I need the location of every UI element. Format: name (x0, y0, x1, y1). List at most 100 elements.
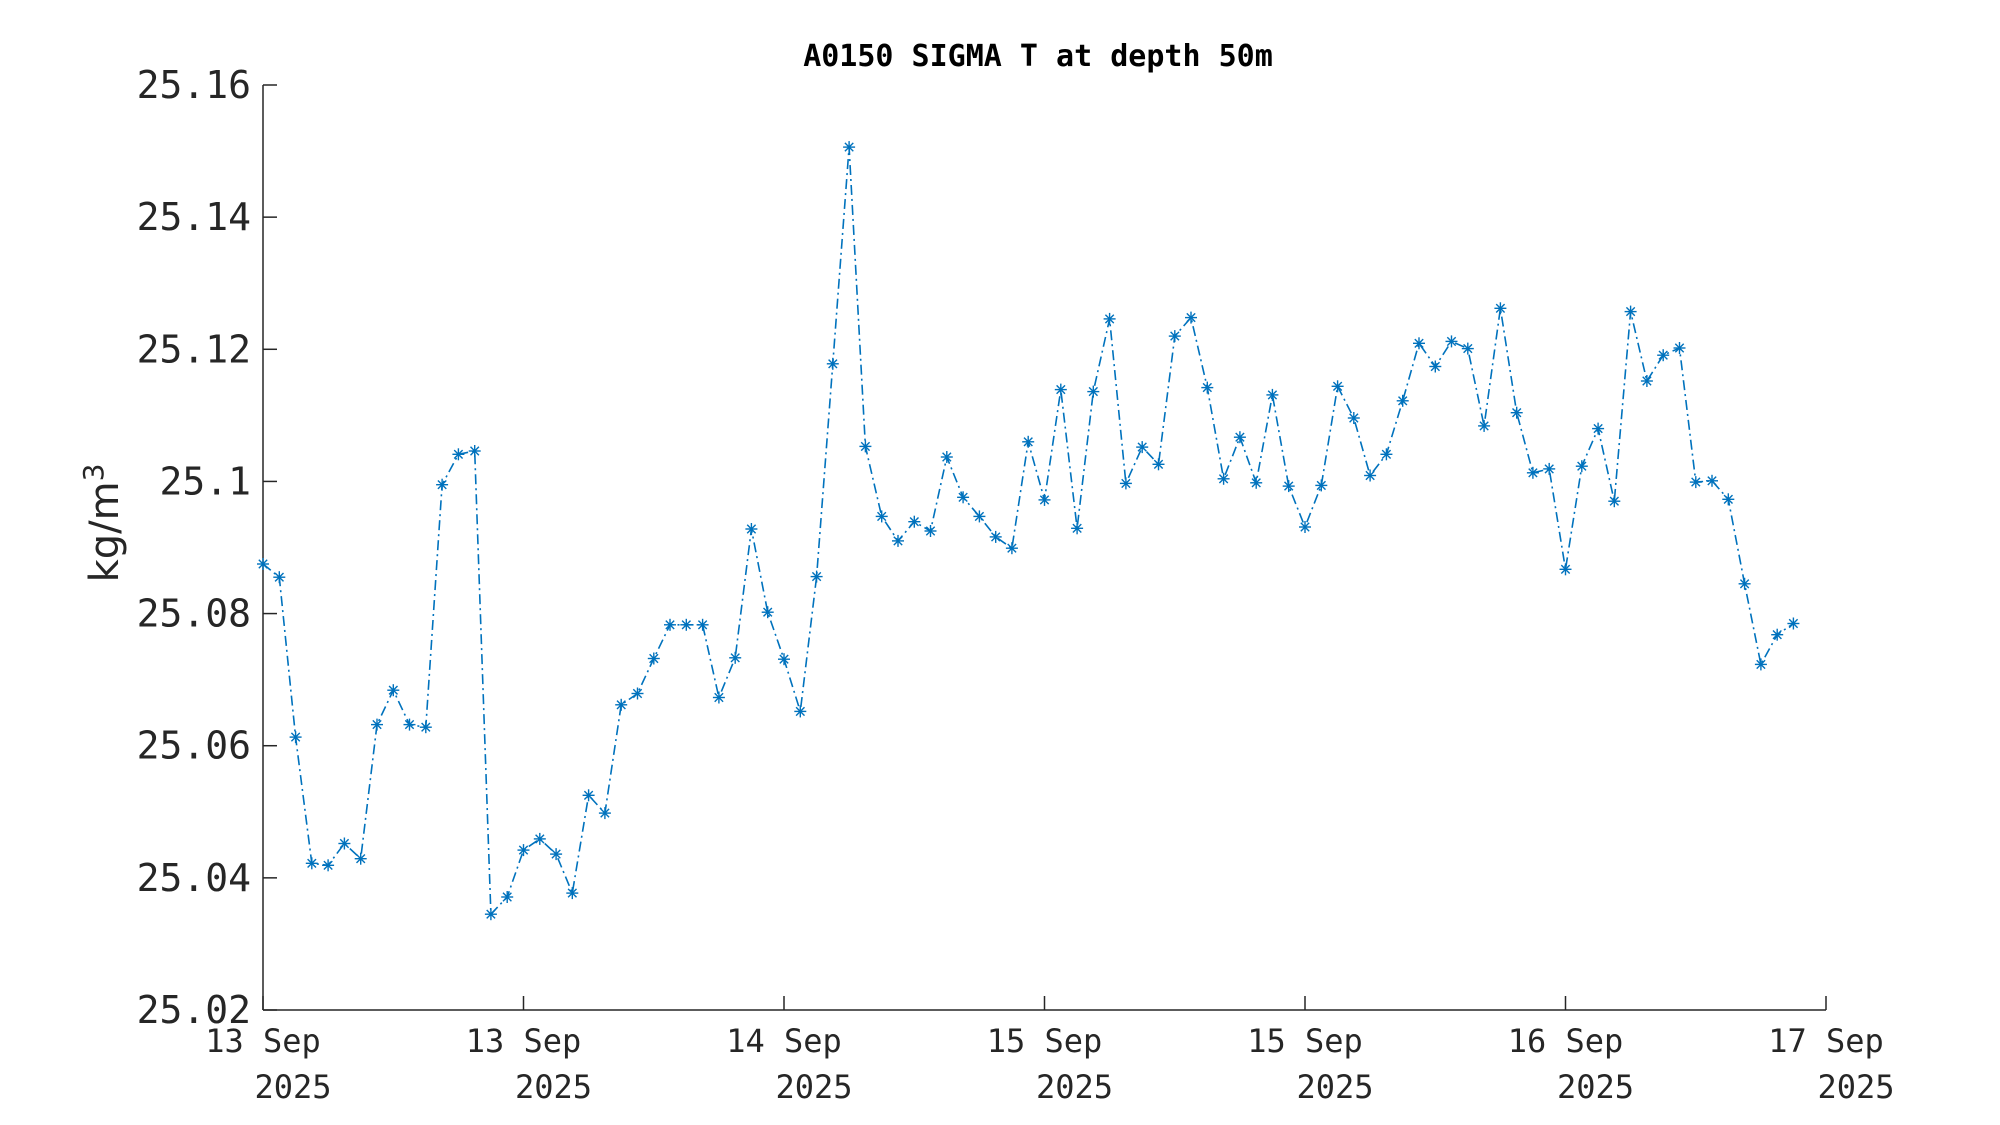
data-point (1722, 493, 1735, 506)
data-point (1673, 342, 1686, 354)
data-point (257, 558, 269, 570)
data-point (696, 618, 709, 631)
data-point (1543, 462, 1556, 475)
data-point (973, 510, 986, 523)
data-point (403, 718, 416, 731)
y-axis-label-exponent: 3 (77, 464, 110, 482)
data-point (566, 887, 579, 900)
data-point (1233, 431, 1246, 444)
data-point (1103, 312, 1116, 325)
data-point (1771, 628, 1784, 641)
data-point (1038, 493, 1051, 506)
data-point (826, 357, 839, 370)
data-point (1624, 305, 1637, 318)
data-point (647, 652, 660, 665)
data-point (1071, 522, 1084, 535)
data-point (1331, 380, 1344, 393)
data-point (615, 698, 628, 711)
axes (262, 85, 1826, 1011)
data-point (289, 731, 302, 744)
data-point (468, 445, 481, 457)
data-point (1608, 495, 1621, 508)
data-point (1347, 412, 1360, 424)
data-point (1005, 542, 1018, 555)
data-point (533, 832, 546, 845)
data-point (892, 534, 904, 547)
y-tick-label: 25.02 (137, 988, 251, 1032)
x-tick-label-year: 2025 (1036, 1068, 1113, 1106)
y-tick-label: 25.14 (137, 195, 251, 239)
data-point (582, 789, 595, 802)
y-axis-label-unit: kg/m (82, 481, 128, 582)
y-tick-label: 25.16 (137, 63, 251, 107)
data-point (338, 837, 351, 850)
x-tick-label-date: 14 Sep (726, 1022, 842, 1060)
data-point (1657, 349, 1670, 362)
data-point (1429, 360, 1442, 373)
x-tick-label-year: 2025 (1557, 1068, 1634, 1106)
data-point (810, 570, 823, 583)
data-point (680, 618, 693, 631)
data-point (1445, 335, 1458, 348)
data-point (1380, 448, 1393, 461)
data-point (1526, 466, 1539, 479)
series-line (262, 147, 1794, 917)
data-point (1754, 658, 1767, 671)
data-point (794, 705, 807, 718)
data-point (305, 857, 318, 870)
x-tick-label-date: 17 Sep (1768, 1022, 1884, 1060)
data-point (1136, 441, 1149, 454)
data-point (419, 721, 432, 734)
data-point (1559, 563, 1572, 576)
x-tick-label-date: 15 Sep (987, 1022, 1103, 1060)
data-point (924, 525, 937, 537)
y-tick-label: 25.04 (137, 856, 251, 900)
x-tick-label-date: 13 Sep (466, 1022, 582, 1060)
data-point (843, 141, 856, 154)
data-point (598, 807, 611, 820)
data-point (1250, 476, 1263, 489)
x-tick-label-year: 2025 (515, 1068, 592, 1106)
x-tick-label-date: 16 Sep (1508, 1022, 1624, 1060)
data-point (1217, 472, 1230, 485)
data-point (1413, 337, 1425, 350)
data-point (1266, 388, 1279, 401)
data-point (1022, 435, 1035, 448)
y-tick-label: 25.1 (159, 459, 251, 503)
data-point (908, 515, 921, 528)
data-point (371, 718, 383, 731)
data-point (1299, 521, 1311, 533)
data-point (273, 571, 286, 584)
x-ticks: 13 Sep 2025 13 Sep 2025 14 Sep 2025 15 Sep 2025… (205, 996, 1895, 1106)
y-axis-label: kg/m3 (77, 464, 128, 583)
data-point (957, 491, 970, 504)
data-point (778, 653, 790, 666)
data-point (1087, 385, 1100, 398)
data-point (989, 530, 1002, 543)
y-tick-label: 25.06 (137, 724, 251, 768)
series-line-path (262, 147, 1794, 917)
data-point (859, 440, 872, 453)
data-point (517, 844, 530, 857)
x-tick-label-year: 2025 (1817, 1068, 1894, 1106)
data-point (761, 606, 774, 619)
data-point (712, 691, 725, 704)
y-tick-label: 25.08 (137, 592, 251, 636)
data-point (745, 523, 758, 535)
data-point (1738, 577, 1751, 590)
data-point (1201, 381, 1214, 394)
data-point (1168, 330, 1181, 343)
y-ticks: 25.02 25.04 25.06 25.08 25.1 25.12 25.14 25.16 (137, 63, 277, 1032)
x-tick-label-date: 15 Sep (1247, 1022, 1363, 1060)
data-point (1119, 477, 1132, 490)
data-point (1787, 617, 1800, 630)
data-point (1152, 458, 1165, 471)
data-point (1478, 419, 1491, 432)
data-point (1592, 422, 1605, 435)
data-point (1575, 460, 1588, 473)
data-point (322, 859, 335, 872)
data-point (631, 687, 644, 700)
data-point (354, 852, 367, 865)
data-point (550, 848, 563, 861)
